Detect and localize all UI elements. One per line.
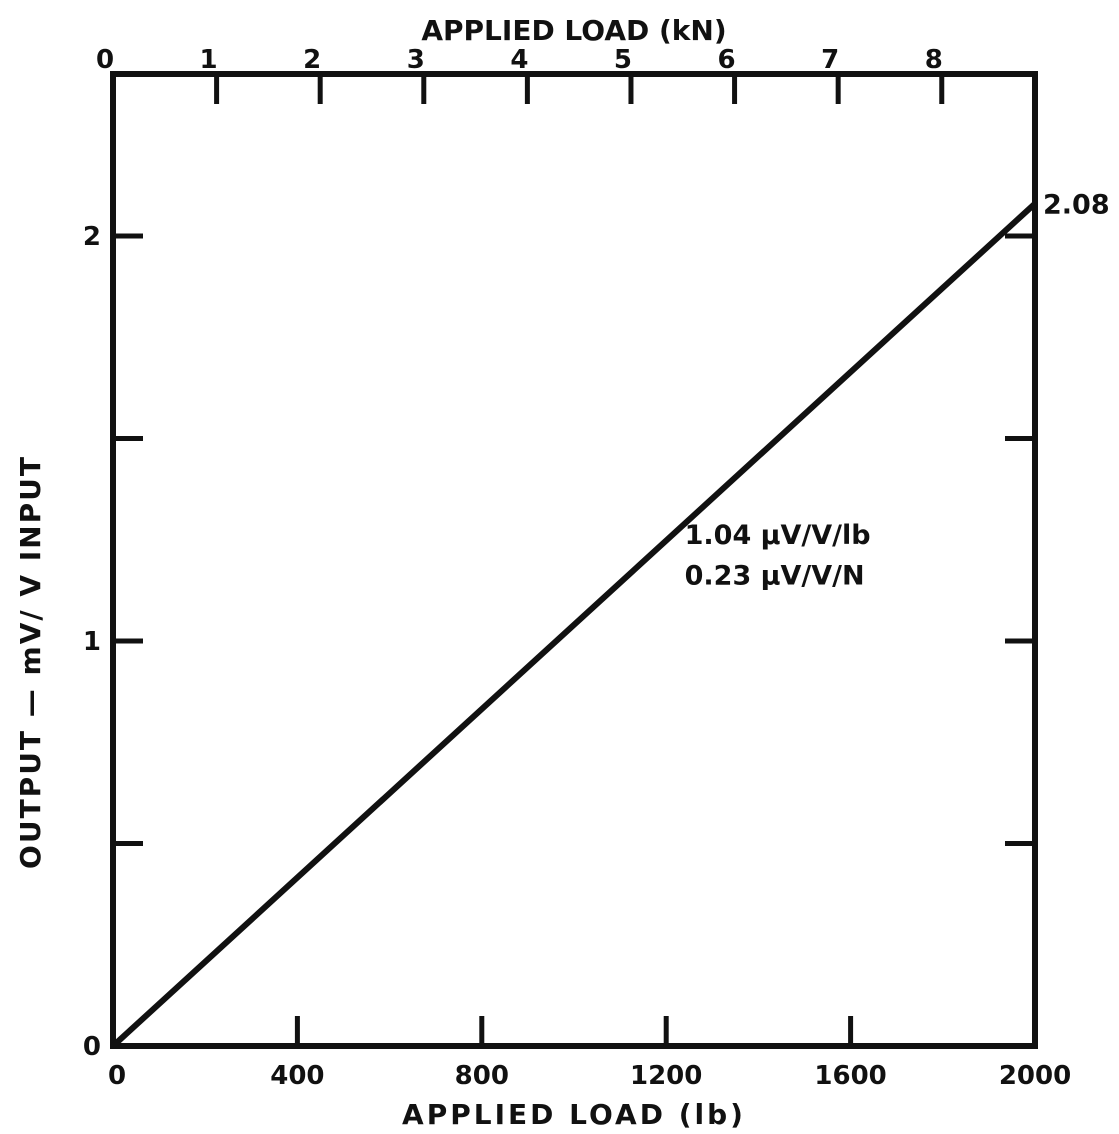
x2-tick-label: 1 — [200, 45, 218, 75]
annotation-2: 0.23 µV/V/N — [685, 560, 865, 591]
x-tick-label: 1600 — [814, 1061, 886, 1091]
tick-marks — [113, 74, 1035, 1046]
y-tick-label: 2 — [83, 222, 101, 252]
x-tick-label: 800 — [455, 1061, 509, 1091]
x2-tick-label: 2 — [303, 45, 321, 75]
x2-tick-label: 5 — [614, 45, 632, 75]
y-tick-label: 0 — [83, 1032, 101, 1062]
tick-labels: 0 400 800 1200 1600 2000 0 1 2 3 4 5 6 7 8 0 1 2 — [83, 45, 1071, 1091]
series-lines — [110, 200, 1038, 1049]
annotation-0: 2.08 — [1043, 190, 1110, 221]
x-tick-label: 2000 — [999, 1061, 1071, 1091]
y-axis-title: OUTPUT — mV/ V INPUT — [14, 455, 47, 869]
x2-axis-title: APPLIED LOAD (kN) — [421, 14, 726, 47]
x2-tick-label: 3 — [407, 45, 425, 75]
annotations: 2.08 1.04 µV/V/lb 0.23 µV/V/N — [685, 190, 1110, 592]
y-tick-label: 1 — [83, 627, 101, 657]
x2-tick-label: 0 — [96, 45, 114, 75]
plot-frame — [110, 71, 1038, 1049]
x-tick-label: 1200 — [630, 1061, 702, 1091]
x2-tick-label: 6 — [718, 45, 736, 75]
x2-tick-label: 8 — [925, 45, 943, 75]
x-axis-title: APPLIED LOAD (lb) — [402, 1098, 746, 1131]
annotation-1: 1.04 µV/V/lb — [685, 520, 871, 551]
x-tick-label: 400 — [270, 1061, 324, 1091]
x2-tick-label: 4 — [510, 45, 528, 75]
x-tick-label: 0 — [108, 1061, 126, 1091]
series-line-0 — [110, 200, 1038, 1049]
x2-tick-label: 7 — [821, 45, 839, 75]
